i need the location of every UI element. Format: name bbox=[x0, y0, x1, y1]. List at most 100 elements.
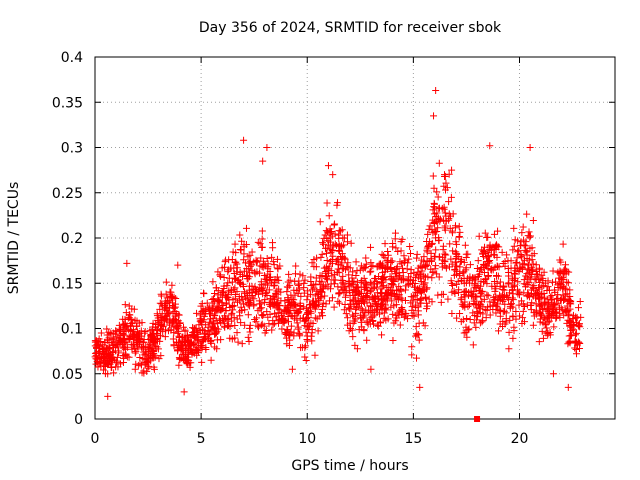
data-point bbox=[127, 322, 135, 330]
data-point bbox=[222, 307, 230, 315]
data-point bbox=[345, 327, 353, 335]
data-point bbox=[521, 318, 529, 326]
data-point bbox=[308, 337, 316, 345]
data-point bbox=[96, 359, 104, 367]
data-point bbox=[128, 305, 136, 313]
data-point bbox=[469, 292, 477, 300]
data-point bbox=[191, 341, 199, 349]
data-point bbox=[281, 330, 289, 338]
data-point bbox=[335, 290, 343, 298]
data-point bbox=[198, 358, 206, 366]
data-point bbox=[449, 247, 457, 255]
data-point bbox=[182, 347, 190, 355]
data-point bbox=[566, 286, 574, 294]
data-point bbox=[170, 342, 178, 350]
data-point bbox=[475, 232, 483, 240]
data-point bbox=[314, 327, 322, 335]
data-point bbox=[366, 288, 374, 296]
data-point bbox=[344, 259, 352, 267]
data-point bbox=[127, 315, 135, 323]
data-point bbox=[240, 136, 248, 144]
data-point bbox=[273, 300, 281, 308]
data-point bbox=[475, 286, 483, 294]
data-point bbox=[549, 278, 557, 286]
data-point bbox=[396, 258, 404, 266]
data-point bbox=[287, 322, 295, 330]
data-point bbox=[252, 288, 260, 296]
data-point bbox=[429, 269, 437, 277]
data-point bbox=[299, 315, 307, 323]
data-point bbox=[142, 348, 150, 356]
data-point bbox=[330, 280, 338, 288]
data-point bbox=[225, 266, 233, 274]
data-point bbox=[435, 204, 443, 212]
data-point bbox=[323, 199, 331, 207]
data-point bbox=[224, 268, 232, 276]
data-point bbox=[514, 248, 522, 256]
data-point bbox=[292, 262, 300, 270]
chart-title: Day 356 of 2024, SRMTID for receiver sbo… bbox=[199, 20, 502, 36]
data-point bbox=[254, 307, 262, 315]
data-point bbox=[527, 273, 535, 281]
data-point bbox=[449, 210, 457, 218]
data-point bbox=[423, 285, 431, 293]
data-point bbox=[205, 318, 213, 326]
data-point bbox=[233, 260, 241, 268]
data-point bbox=[108, 353, 116, 361]
data-point bbox=[236, 231, 244, 239]
y-tick-label: 0.15 bbox=[52, 276, 83, 292]
data-point bbox=[119, 341, 127, 349]
data-point bbox=[293, 286, 301, 294]
data-point bbox=[432, 86, 440, 94]
data-point bbox=[565, 338, 573, 346]
data-point bbox=[463, 314, 471, 322]
data-point bbox=[216, 315, 224, 323]
data-point bbox=[113, 357, 121, 365]
data-point bbox=[516, 312, 524, 320]
data-point bbox=[330, 303, 338, 311]
data-point bbox=[131, 344, 139, 352]
data-point bbox=[478, 318, 486, 326]
data-point bbox=[274, 294, 282, 302]
data-point bbox=[262, 276, 270, 284]
data-point bbox=[144, 335, 152, 343]
data-point bbox=[110, 340, 118, 348]
data-point bbox=[253, 314, 261, 322]
data-point bbox=[341, 255, 349, 263]
data-point bbox=[494, 227, 502, 235]
data-point bbox=[269, 239, 277, 247]
data-point bbox=[244, 333, 252, 341]
data-point bbox=[150, 365, 158, 373]
data-point bbox=[460, 275, 468, 283]
data-point bbox=[377, 262, 385, 270]
data-point bbox=[528, 256, 536, 264]
data-point bbox=[478, 297, 486, 305]
data-point bbox=[489, 266, 497, 274]
data-point bbox=[490, 244, 498, 252]
data-point bbox=[312, 274, 320, 282]
data-point bbox=[515, 301, 523, 309]
data-point bbox=[299, 314, 307, 322]
data-point bbox=[473, 316, 481, 324]
data-point bbox=[573, 314, 581, 322]
data-point bbox=[303, 296, 311, 304]
data-point bbox=[477, 282, 485, 290]
data-point bbox=[288, 365, 296, 373]
data-point bbox=[294, 323, 302, 331]
data-point bbox=[255, 269, 263, 277]
data-point bbox=[506, 304, 514, 312]
data-point bbox=[211, 325, 219, 333]
data-point bbox=[138, 319, 146, 327]
data-point bbox=[540, 268, 548, 276]
data-point bbox=[269, 258, 277, 266]
data-point bbox=[489, 243, 497, 251]
data-point bbox=[274, 264, 282, 272]
data-point bbox=[304, 308, 312, 316]
data-point bbox=[387, 303, 395, 311]
data-point bbox=[390, 319, 398, 327]
data-point bbox=[174, 261, 182, 269]
data-point bbox=[263, 288, 271, 296]
data-point bbox=[559, 240, 567, 248]
data-point bbox=[378, 300, 386, 308]
data-point bbox=[447, 193, 455, 201]
